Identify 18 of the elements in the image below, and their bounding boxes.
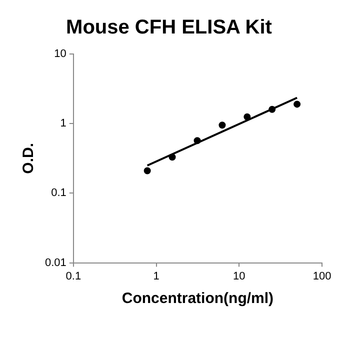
chart-title: Mouse CFH ELISA Kit <box>66 16 272 39</box>
x-tick-label: 1 <box>153 270 160 282</box>
x-tick-label: 0.1 <box>66 270 82 282</box>
x-axis-title: Concentration(ng/ml) <box>122 290 274 308</box>
point <box>218 122 226 129</box>
y-tick-label: 10 <box>54 48 66 60</box>
y-tick-label: 1 <box>60 118 66 130</box>
x-tick-label: 10 <box>233 270 246 282</box>
y-tick-label: 0.1 <box>51 187 66 200</box>
point <box>194 137 201 144</box>
point <box>268 106 276 113</box>
point <box>294 100 301 108</box>
y-axis-title: O.D. <box>20 142 38 174</box>
y-tick-label: 0.01 <box>44 256 66 269</box>
point <box>244 113 251 120</box>
point <box>168 154 176 161</box>
point <box>144 167 151 174</box>
x-tick-label: 100 <box>312 270 332 282</box>
